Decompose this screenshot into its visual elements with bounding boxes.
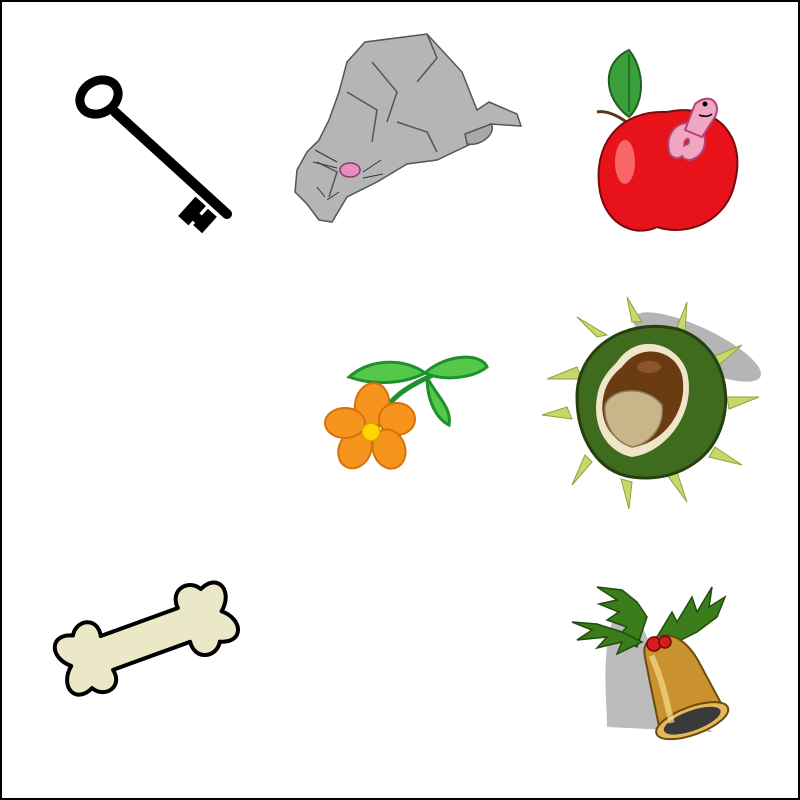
grid-cell-key[interactable]: [27, 22, 277, 272]
grid-cell-apple[interactable]: [537, 22, 787, 272]
key-icon: [75, 75, 232, 234]
grid-cell-chestnut[interactable]: [537, 287, 787, 537]
flower-icon: [324, 355, 489, 470]
grid-cell-empty: [277, 542, 527, 792]
grid-cell-empty: [27, 287, 277, 537]
grid-cell-bone[interactable]: [27, 542, 277, 792]
bone-icon: [52, 580, 240, 697]
grid-cell-holly-bell[interactable]: [537, 542, 787, 792]
grid-cell-flower[interactable]: [277, 287, 527, 537]
grid-cell-cat[interactable]: [277, 22, 527, 272]
apple-with-worm-icon: [596, 48, 739, 232]
holly-bell-icon: [571, 586, 730, 741]
chestnut-icon: [541, 296, 762, 510]
cat-icon: [294, 33, 523, 223]
